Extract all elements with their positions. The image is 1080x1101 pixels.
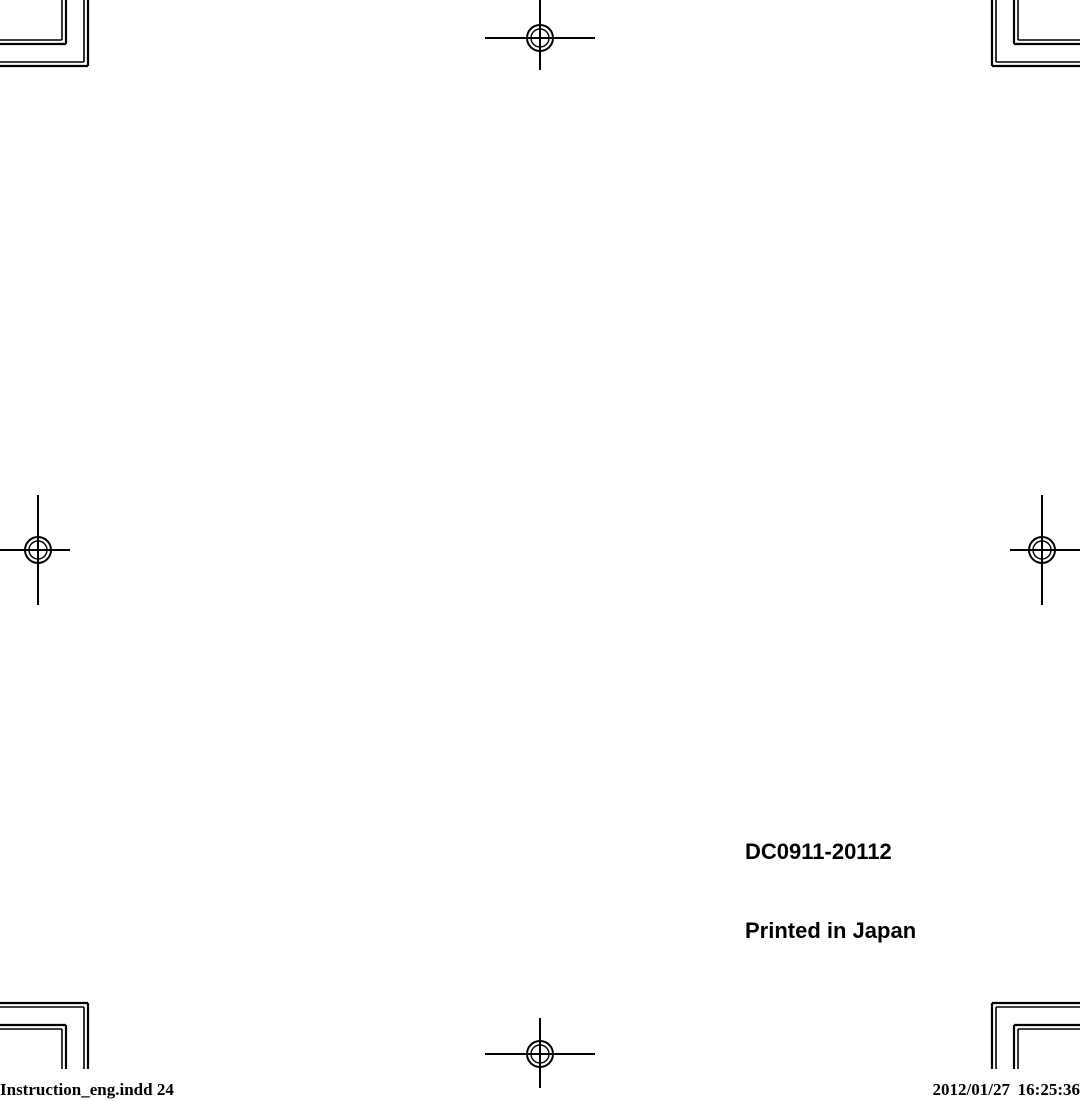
crop-mark-top-right: [960, 0, 1080, 120]
footer-file-label: Instruction_eng.indd 24: [0, 1080, 174, 1100]
crop-mark-top-left: [0, 0, 120, 120]
document-code: DC0911-20112: [745, 839, 892, 865]
printed-in-label: Printed in Japan: [745, 918, 916, 944]
crop-mark-bottom-right: [960, 985, 1080, 1085]
registration-mark-left: [0, 480, 80, 620]
crop-mark-bottom-left: [0, 985, 120, 1085]
registration-mark-bottom: [470, 1010, 610, 1090]
footer-date: 2012/01/27: [933, 1080, 1010, 1100]
footer-time: 16:25:36: [1018, 1080, 1080, 1100]
registration-mark-right: [1000, 480, 1080, 620]
registration-mark-top: [470, 0, 610, 80]
